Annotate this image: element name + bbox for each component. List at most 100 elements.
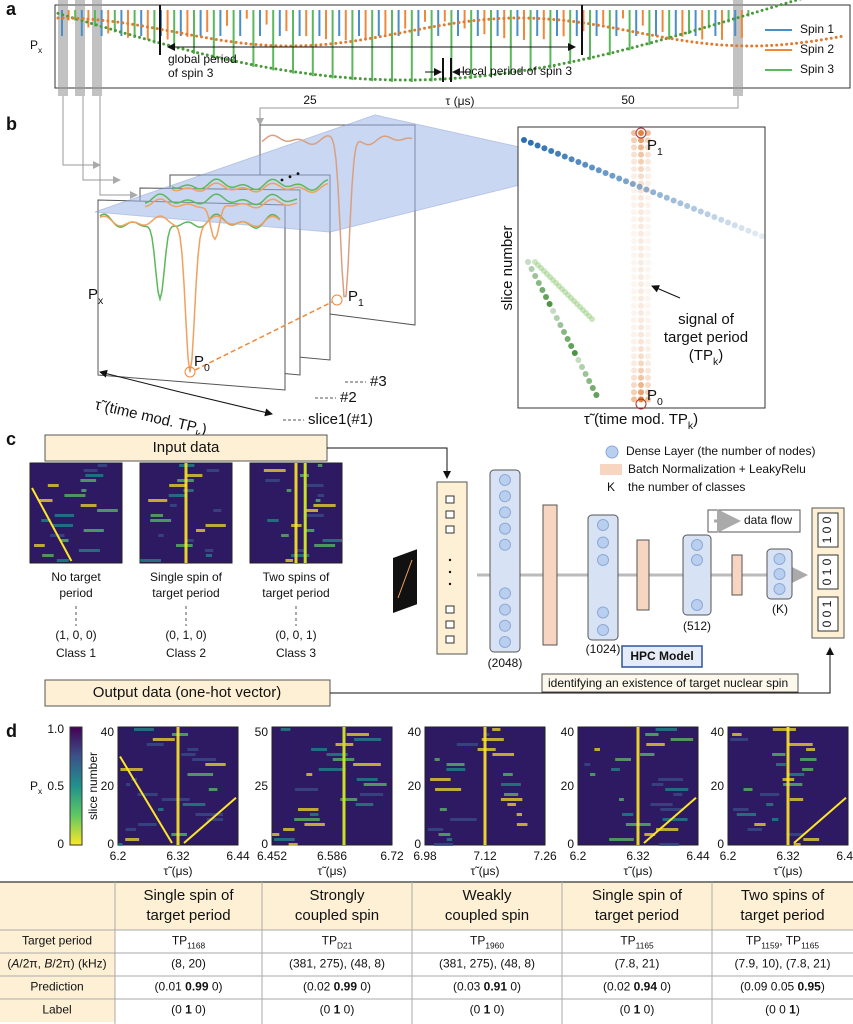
ellipsis-dot	[448, 558, 452, 562]
heatmap	[29, 462, 123, 564]
slice-dot	[550, 277, 556, 283]
y-tick-label: 40	[408, 725, 422, 739]
heatmap-cell	[318, 768, 346, 771]
text-part: )	[821, 980, 825, 994]
text-part: (0.01	[154, 980, 185, 994]
table-header: Strongly	[309, 887, 365, 904]
slice-dot	[561, 153, 568, 160]
slice-dot	[631, 158, 637, 165]
heatmap-cell	[183, 489, 194, 492]
colorbar-tick: 0	[57, 837, 64, 851]
text-part: )	[200, 421, 209, 439]
slice-dot	[704, 211, 711, 218]
slice-dot	[556, 283, 562, 289]
slice-dot	[738, 225, 745, 231]
slice-dot	[645, 180, 651, 187]
slice-dot	[638, 389, 644, 396]
model-name: HPC Model	[630, 649, 693, 663]
heatmap-cell	[644, 833, 656, 836]
x-tick-label: 6.32	[626, 849, 650, 863]
heatmap-cell	[747, 828, 762, 831]
node	[499, 506, 511, 519]
x-tick-label: 6.44	[686, 849, 710, 863]
output-node	[817, 554, 839, 590]
text-part: P	[348, 288, 358, 305]
slice-dot	[589, 385, 596, 391]
slice-dot	[579, 364, 585, 370]
heatmap-cell	[730, 738, 749, 741]
table-header: target period	[146, 907, 230, 924]
heatmap-cell	[317, 464, 323, 467]
slice-dot	[631, 259, 637, 266]
heatmap-cell	[137, 793, 158, 796]
x-tick-label: 6.32	[776, 849, 800, 863]
slice-dot	[638, 238, 644, 244]
x-tick-label: 6.452	[257, 849, 287, 863]
legend-label: Spin 3	[800, 62, 834, 76]
node	[597, 624, 609, 636]
heatmap-cell	[363, 783, 387, 786]
slice-dot	[631, 266, 637, 273]
heatmap-cell	[309, 813, 319, 816]
heatmap-cell	[294, 818, 320, 821]
y-tick-label: 25	[255, 779, 269, 793]
slice-dot	[532, 259, 538, 265]
slice-dot	[638, 338, 644, 345]
heatmap-cell	[516, 813, 523, 816]
heatmap-cell	[169, 484, 187, 487]
connector	[62, 96, 101, 169]
table-cell: (0.02 0.94 0)	[603, 980, 671, 994]
y-tick-label: 20	[561, 779, 575, 793]
heatmap-cell	[263, 469, 286, 472]
slice-dot	[638, 173, 644, 180]
heatmap-cell	[789, 798, 804, 801]
x-axis-label: τ̃ (μs)	[318, 864, 347, 878]
text-part: 1	[657, 146, 663, 158]
text-part: (0.02	[303, 980, 334, 994]
slice-dot	[638, 310, 644, 316]
slice-highlight	[75, 0, 85, 96]
table-header: target period	[740, 907, 824, 924]
ellipsis-dot	[280, 178, 284, 182]
class-vector: (0, 0, 1)	[275, 628, 316, 642]
slice-dot	[638, 130, 644, 136]
heatmap-cell	[492, 753, 515, 756]
text-part: (0	[620, 1003, 634, 1017]
point-label: P0	[647, 387, 663, 408]
slice-dot	[538, 265, 544, 271]
slice-dot	[575, 357, 582, 363]
text-part: τ̃ (time mod. TP	[584, 411, 688, 428]
output-vector: 1 0 0	[820, 516, 834, 543]
slice-dot	[550, 308, 557, 314]
slice-dot	[645, 374, 651, 381]
slice-dot	[645, 266, 651, 273]
text-part: (TP	[689, 347, 713, 364]
node	[499, 538, 511, 551]
heatmap-cell	[615, 758, 632, 761]
slice-dot	[574, 301, 580, 307]
annotation: local period of spin 3	[462, 64, 572, 78]
colorbar	[69, 726, 83, 846]
x-axis-label: τ̃ (μs)	[164, 864, 193, 878]
y-axis-label: Px	[30, 38, 43, 55]
slice-dot	[677, 200, 684, 207]
slice-dot	[631, 302, 637, 309]
heatmap-cell	[176, 544, 193, 547]
slice-dot	[645, 360, 651, 367]
heatmap-cell	[208, 788, 218, 791]
slice-dot	[638, 302, 644, 309]
heatmap-cell	[594, 748, 601, 751]
slice-dot	[541, 268, 547, 274]
heatmap-cell	[187, 748, 199, 751]
heatmap-cell	[294, 788, 319, 791]
task-box	[541, 673, 799, 693]
table-header: coupled spin	[295, 907, 379, 924]
heatmap-cell	[206, 469, 220, 472]
slice-dot	[631, 382, 637, 388]
heatmap-cell	[340, 798, 358, 801]
slice-dot	[645, 281, 651, 288]
slice-dot	[631, 310, 637, 316]
text-part: 0)	[357, 980, 371, 994]
colorbar-tick: 1.0	[47, 722, 64, 736]
slice-dot	[645, 396, 651, 403]
